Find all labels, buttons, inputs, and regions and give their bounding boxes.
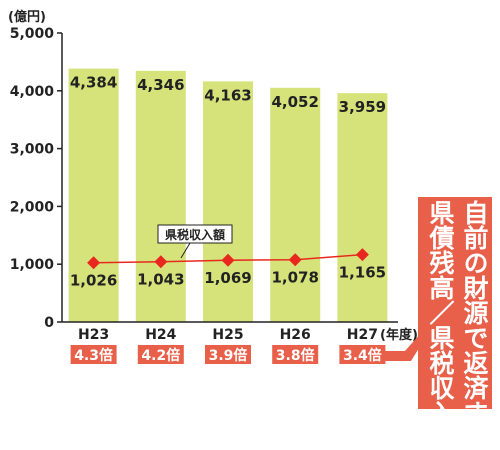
- line-marker: [355, 248, 369, 262]
- bar: [135, 70, 186, 322]
- x-tick-label: H23: [78, 327, 109, 343]
- bar: [337, 93, 388, 322]
- side-arrow: [385, 333, 421, 361]
- line-value-label: 1,165: [339, 264, 386, 282]
- line-value-label: 1,069: [204, 269, 251, 287]
- ratio-badge: [137, 345, 184, 364]
- line-series: [87, 248, 369, 270]
- y-tick-label: 5,000: [10, 26, 55, 42]
- ratio-badge: [70, 345, 117, 364]
- side-label-text: 自前の財源で返済する 県債残高／県税収入額: [421, 200, 491, 450]
- y-tick-label: 3,000: [10, 142, 55, 158]
- bar: [203, 81, 253, 322]
- x-tick-label: H24: [145, 327, 176, 343]
- ratio-badge-label: 3.4倍: [343, 347, 382, 364]
- callout-box: [157, 224, 233, 244]
- y-axis: 0 1,000 2,000 3,000 4,000 5,000: [10, 26, 63, 331]
- x-tick-label: H26: [280, 327, 311, 343]
- y-tick-label: 4,000: [10, 84, 55, 100]
- bar-value-labels: 4,384 4,346 4,163 4,052 3,959: [70, 74, 386, 117]
- line-value-label: 1,078: [271, 269, 318, 287]
- x-unit-label: (年度): [380, 327, 418, 343]
- y-unit-label: (億円): [8, 9, 46, 25]
- ratio-badges: 4.3倍 4.2倍 3.9倍 3.8倍 3.4倍: [70, 345, 386, 364]
- bar-value-label: 3,959: [339, 98, 386, 116]
- line-value-label: 1,026: [70, 272, 117, 290]
- line-value-labels: 1,026 1,043 1,069 1,078 1,165: [70, 264, 386, 290]
- line-callout: 県税収入額: [157, 224, 233, 259]
- y-tick-label: 2,000: [10, 199, 55, 215]
- ratio-badge: [272, 345, 319, 364]
- bar: [68, 68, 119, 322]
- callout-pointer: [180, 242, 191, 259]
- ratio-badge-label: 4.2倍: [141, 347, 180, 364]
- ratio-badge-label: 4.3倍: [74, 347, 113, 364]
- ratio-badge: [339, 345, 386, 364]
- line-value-label: 1,043: [137, 271, 184, 289]
- bar: [270, 87, 321, 322]
- x-axis: H23 H24 H25 H26 H27: [62, 321, 398, 343]
- ratio-badge: [205, 345, 251, 364]
- x-tick-label: H25: [212, 327, 243, 343]
- bar-value-label: 4,163: [204, 86, 251, 104]
- bar-value-label: 4,384: [70, 74, 117, 92]
- line-marker: [154, 255, 168, 269]
- x-tick-label: H27: [347, 327, 378, 343]
- line-marker: [87, 256, 101, 270]
- line-marker: [221, 253, 235, 267]
- bar-value-label: 4,346: [137, 76, 184, 94]
- side-label-box: [418, 197, 492, 409]
- side-label-line-2: 県債残高／県税収入額: [426, 200, 455, 450]
- line-marker: [288, 253, 302, 267]
- y-tick-label: 0: [44, 315, 54, 331]
- y-tick-label: 1,000: [10, 257, 55, 273]
- side-label-line-1: 自前の財源で返済する: [460, 200, 489, 450]
- callout-text: 県税収入額: [165, 227, 225, 242]
- ratio-badge-label: 3.9倍: [209, 347, 248, 364]
- bars: [68, 68, 388, 322]
- ratio-badge-label: 3.8倍: [276, 347, 315, 364]
- bar-value-label: 4,052: [271, 93, 318, 111]
